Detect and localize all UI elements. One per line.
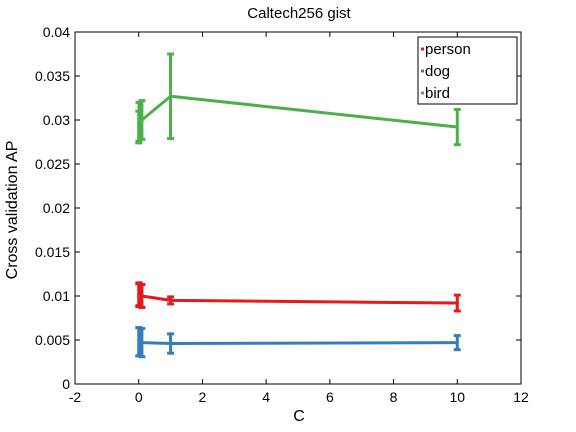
data-point-person <box>137 292 141 296</box>
chart-title: Caltech256 gist <box>247 5 351 22</box>
y-tick-label: 0.025 <box>35 156 70 172</box>
y-tick-label: 0.02 <box>43 200 70 216</box>
x-tick-label: 6 <box>326 389 334 405</box>
series-line-bird <box>137 94 458 129</box>
y-tick-label: 0.015 <box>35 244 70 260</box>
data-point-person <box>140 294 144 298</box>
data-point-bird <box>137 120 141 124</box>
data-point-person <box>169 298 173 302</box>
data-point-dog <box>455 341 459 345</box>
y-tick-label: 0.035 <box>35 68 70 84</box>
legend: person dog bird <box>417 36 518 105</box>
x-axis-label: C <box>293 408 305 425</box>
data-point-bird <box>169 94 173 98</box>
x-tick-label: 12 <box>513 389 529 405</box>
axes: -2 0 2 4 6 8 10 1200.0050.010.0150.020.0250.030… <box>35 24 529 405</box>
legend-label-bird: bird <box>425 85 450 102</box>
x-tick-label: 10 <box>449 389 465 405</box>
series-line-person <box>137 292 458 305</box>
y-tick-label: 0.01 <box>43 288 70 304</box>
x-tick-label: 4 <box>262 389 270 405</box>
data-point-dog <box>169 342 173 346</box>
series-line-dog <box>137 340 458 346</box>
plot-area <box>135 52 461 359</box>
data-point-bird <box>455 125 459 129</box>
y-tick-label: 0.005 <box>35 332 70 348</box>
legend-label-person: person <box>425 41 471 58</box>
y-tick-label: 0.03 <box>43 112 70 128</box>
x-tick-label: 2 <box>199 389 207 405</box>
data-point-bird <box>140 118 144 122</box>
x-tick-label: -2 <box>69 389 82 405</box>
x-tick-label: 0 <box>135 389 143 405</box>
x-tick-label: 8 <box>390 389 398 405</box>
y-tick-label: 0.04 <box>43 24 70 40</box>
legend-box <box>417 36 518 105</box>
data-point-person <box>455 301 459 305</box>
data-point-dog <box>137 340 141 344</box>
y-axis-label: Cross validation AP <box>4 141 21 280</box>
y-tick-label: 0 <box>62 376 70 392</box>
data-point-dog <box>140 341 144 345</box>
legend-label-dog: dog <box>425 63 450 80</box>
